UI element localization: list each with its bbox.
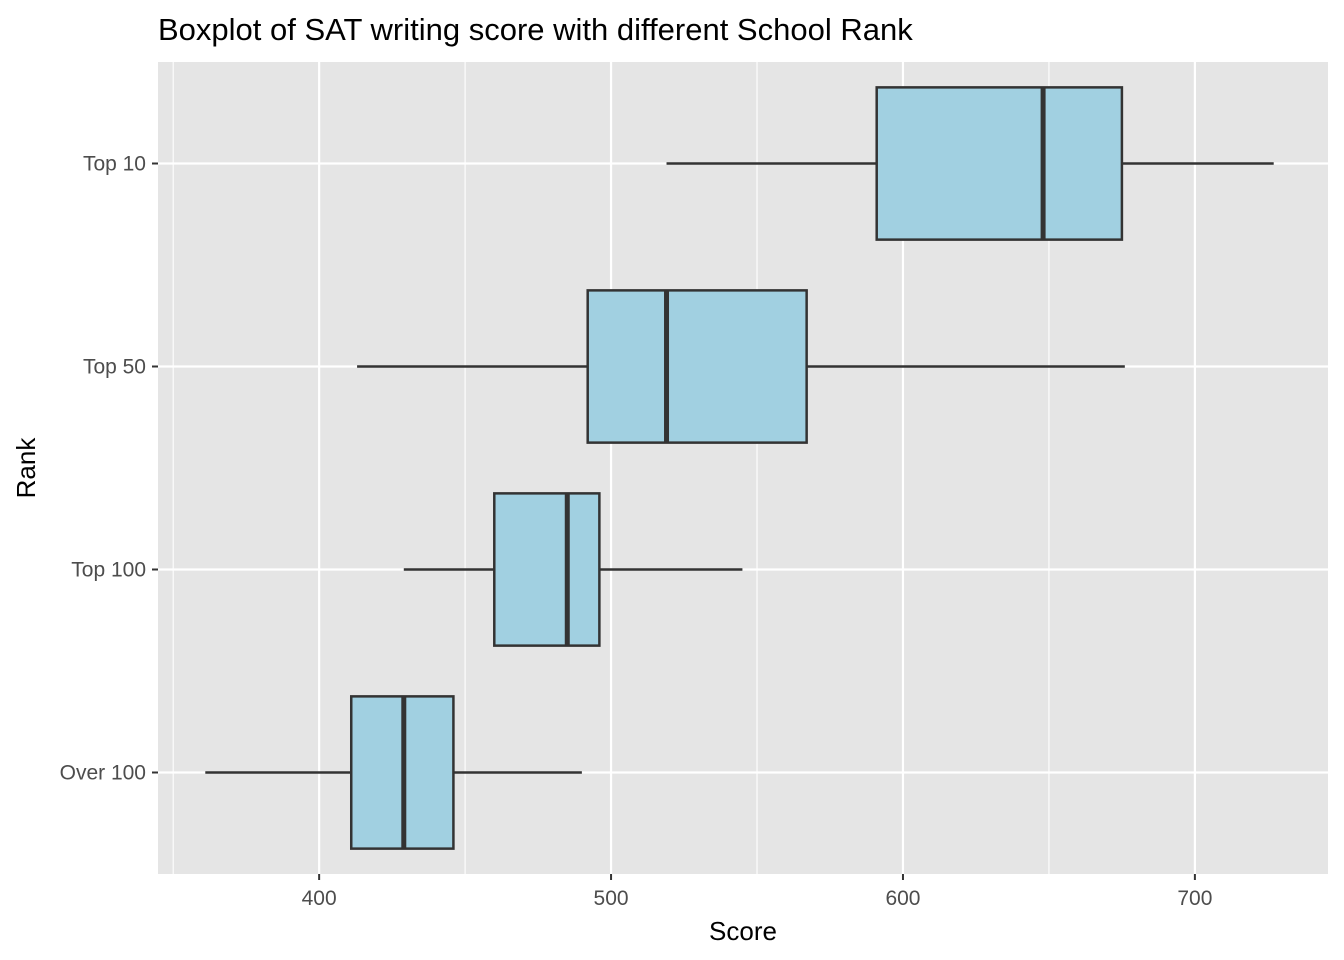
y-tick-label-over-100: Over 100	[60, 762, 146, 785]
iqr-box	[493, 492, 601, 647]
box-top-10	[666, 86, 1274, 241]
box-top-100	[403, 492, 743, 647]
iqr-box	[586, 289, 808, 444]
y-axis-title: Rank	[11, 437, 41, 499]
plot-panel	[158, 62, 1328, 874]
x-tick-label-600: 600	[885, 887, 920, 910]
box-top-50	[357, 289, 1125, 444]
box-over-100	[205, 695, 582, 850]
boxes	[205, 86, 1274, 850]
x-tick-label-500: 500	[594, 887, 629, 910]
y-axis: Top 10 Top 50 Top 100 Over 100	[60, 153, 158, 785]
y-tick-label-top-100: Top 100	[71, 559, 146, 582]
x-axis: 400 500 600 700	[302, 874, 1212, 910]
y-tick-label-top-10: Top 10	[83, 153, 146, 176]
x-axis-title: Score	[709, 916, 777, 946]
chart-title: Boxplot of SAT writing score with differ…	[158, 12, 913, 47]
iqr-box	[875, 86, 1124, 241]
x-tick-label-400: 400	[302, 887, 337, 910]
y-tick-label-top-50: Top 50	[83, 356, 146, 379]
x-tick-label-700: 700	[1177, 887, 1212, 910]
